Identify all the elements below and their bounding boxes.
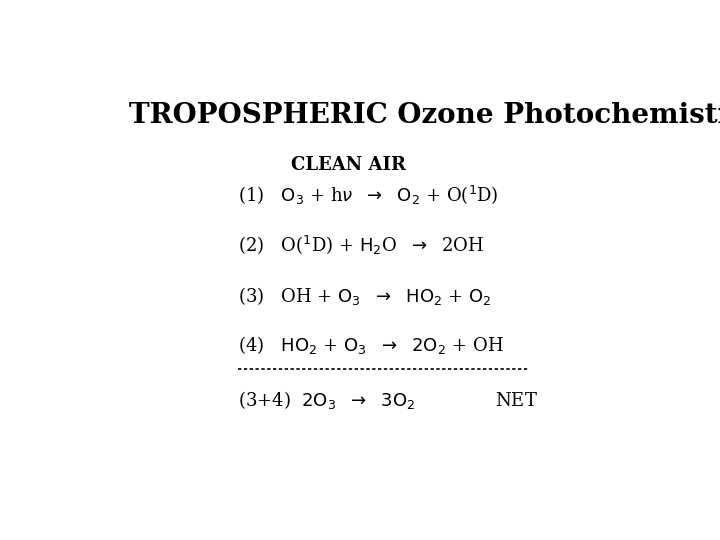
Text: (4)   $\mathrm{HO_2}$ + $\mathrm{O_3}$  $\rightarrow$  $\mathrm{2O_2}$ + OH: (4) $\mathrm{HO_2}$ + $\mathrm{O_3}$ $\r… — [238, 334, 503, 356]
Text: (1)   $\mathrm{O_3}$ + h$\nu$  $\rightarrow$  $\mathrm{O_2}$ + O($^1$D): (1) $\mathrm{O_3}$ + h$\nu$ $\rightarrow… — [238, 184, 498, 207]
Text: (2)   O($^1$D) + $\mathrm{H_2}$O  $\rightarrow$  2OH: (2) O($^1$D) + $\mathrm{H_2}$O $\rightar… — [238, 234, 484, 257]
Text: CLEAN AIR: CLEAN AIR — [291, 156, 406, 173]
Text: TROPOSPHERIC Ozone Photochemistry: TROPOSPHERIC Ozone Photochemistry — [129, 102, 720, 129]
Text: (3+4)  $\mathrm{2O_3}$  $\rightarrow$  $\mathrm{3O_2}$              NET: (3+4) $\mathrm{2O_3}$ $\rightarrow$ $\ma… — [238, 388, 538, 410]
Text: (3)   OH + $\mathrm{O_3}$  $\rightarrow$  $\mathrm{HO_2}$ + $\mathrm{O_2}$: (3) OH + $\mathrm{O_3}$ $\rightarrow$ $\… — [238, 285, 491, 307]
